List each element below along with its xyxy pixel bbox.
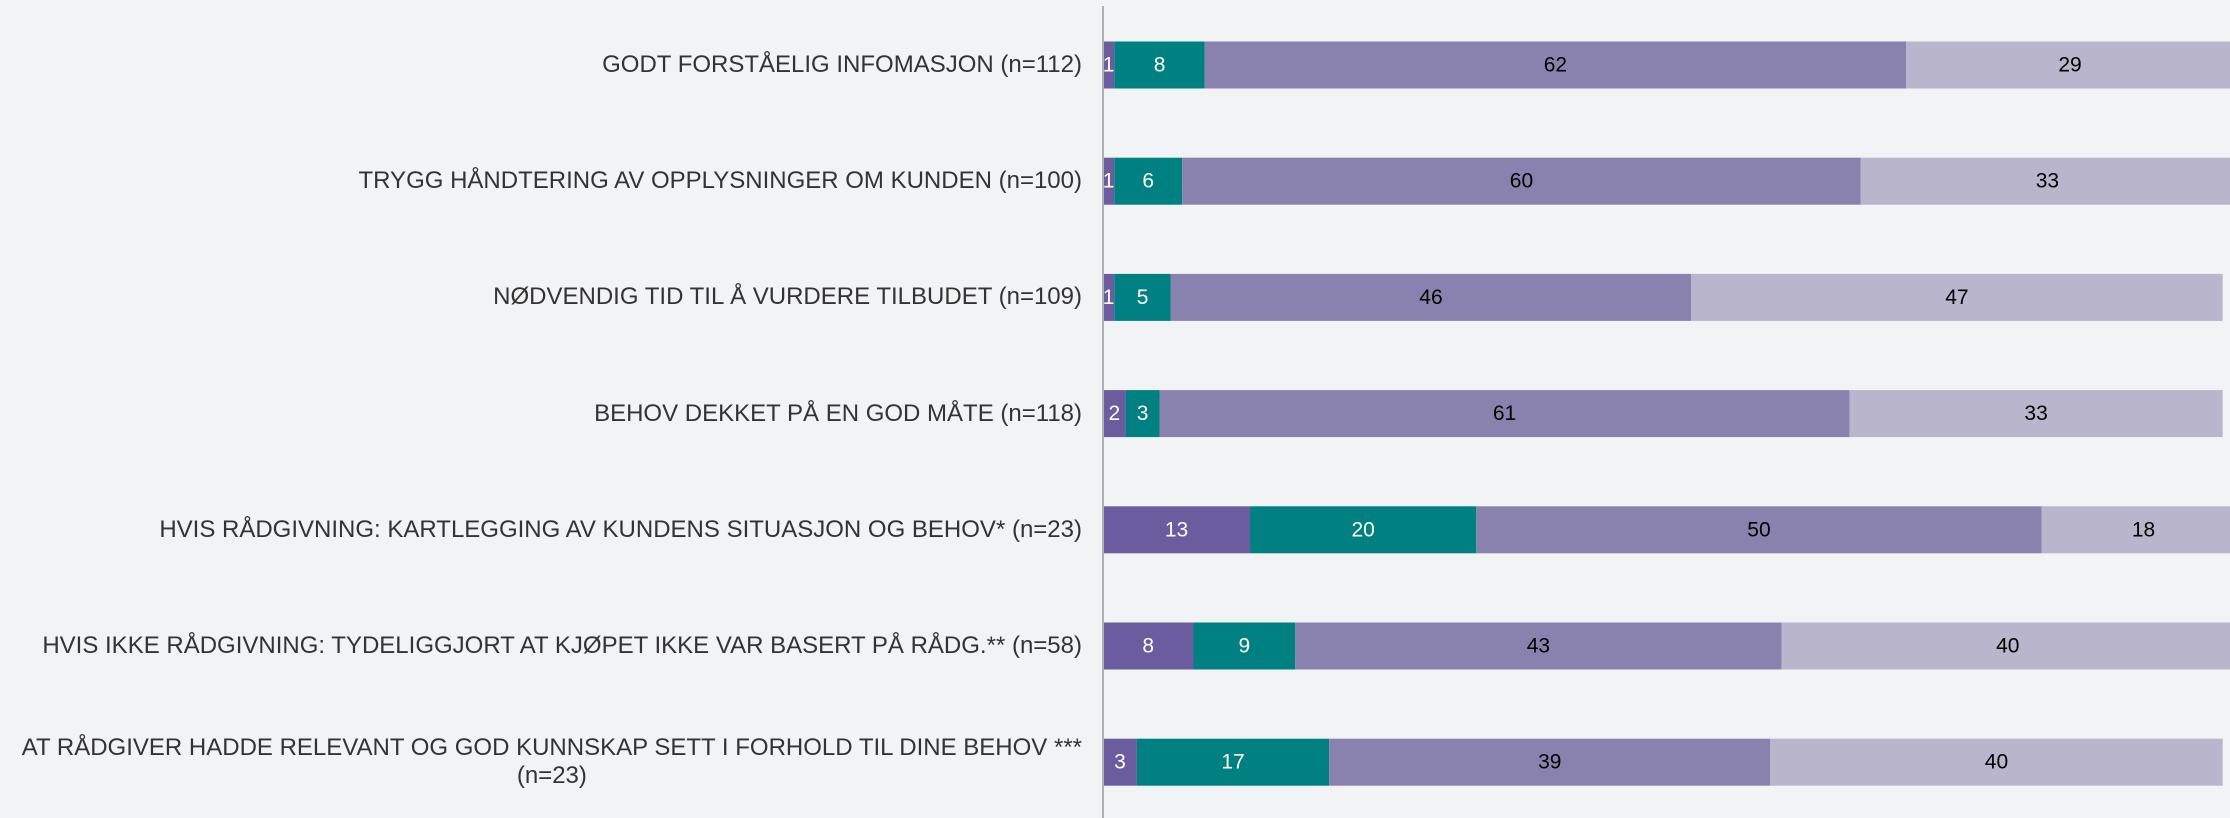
bar-segment: [1295, 622, 1782, 670]
data-label: 20: [1351, 518, 1374, 541]
data-label: 9: [1239, 635, 1251, 658]
data-label: 3: [1137, 402, 1149, 425]
bar-segment: [1159, 390, 1850, 438]
bar-segment: [1125, 390, 1160, 438]
bar-segment: [1114, 273, 1171, 321]
bar-segment: [1103, 390, 1126, 438]
bar-segment: [1114, 157, 1183, 205]
data-label: 60: [1510, 170, 1533, 193]
category-label: HVIS RÅDGIVNING: KARTLEGGING AV KUNDENS …: [159, 515, 1082, 543]
data-label: 47: [1945, 286, 1968, 309]
data-label: 13: [1165, 518, 1188, 541]
bar-segment: [1193, 622, 1296, 670]
category-label: HVIS IKKE RÅDGIVNING: TYDELIGGJORT AT KJ…: [42, 632, 1082, 659]
bar-segment: [1476, 506, 2042, 554]
bar-segment: [1204, 41, 1907, 89]
data-label: 18: [2132, 518, 2155, 541]
bar-segment: [1182, 157, 1861, 205]
data-label: 8: [1154, 54, 1166, 77]
data-label: 33: [2036, 170, 2059, 193]
data-label: 62: [1544, 54, 1567, 77]
bar-segment: [1860, 157, 2230, 205]
bar-segment: [1906, 41, 2230, 89]
category-label: BEHOV DEKKET PÅ EN GOD MÅTE (n=118): [594, 399, 1082, 427]
data-label: 40: [1996, 635, 2019, 658]
data-label: 61: [1493, 402, 1516, 425]
bar-segment: [1849, 390, 2223, 438]
category-label: TRYGG HÅNDTERING AV OPPLYSNINGER OM KUND…: [358, 167, 1083, 195]
bar-segment: [1103, 622, 1194, 670]
category-label: NØDVENDIG TID TIL Å VURDERE TILBUDET (n=…: [493, 283, 1082, 311]
data-label: 3: [1114, 751, 1126, 774]
bar-segment: [1170, 273, 1692, 321]
category-label: AT RÅDGIVER HADDE RELEVANT OG GOD KUNNSK…: [21, 734, 1082, 790]
data-label: 40: [1985, 751, 2008, 774]
data-label: 50: [1747, 518, 1770, 541]
data-label: 43: [1527, 635, 1550, 658]
bar-segment: [1103, 41, 1115, 89]
data-label: 2: [1108, 402, 1120, 425]
data-label: 46: [1419, 286, 1442, 309]
data-label: 1: [1103, 54, 1115, 77]
bar-segment: [1250, 506, 1477, 554]
data-label: 33: [2024, 402, 2047, 425]
bar-segment: [1103, 157, 1115, 205]
data-label: 1: [1103, 286, 1115, 309]
bar-segment: [1114, 41, 1205, 89]
data-label: 6: [1142, 170, 1154, 193]
data-label: 29: [2058, 54, 2081, 77]
category-label: GODT FORSTÅELIG INFOMASJON (n=112): [602, 51, 1082, 78]
bar-segment: [1781, 622, 2230, 670]
data-label: 1: [1103, 170, 1115, 193]
bar-segment: [1136, 738, 1330, 786]
bar-segment: [1329, 738, 1771, 786]
bar-segment: [1103, 738, 1137, 786]
data-label: 39: [1538, 751, 1561, 774]
data-label: 17: [1221, 751, 1244, 774]
bar-segment: [1770, 738, 2223, 786]
bar-segment: [2041, 506, 2230, 554]
bar-segment: [1691, 273, 2223, 321]
bar-segment: [1103, 506, 1251, 554]
bar-segment: [1103, 273, 1115, 321]
data-label: 5: [1137, 286, 1149, 309]
data-label: 8: [1142, 635, 1154, 658]
